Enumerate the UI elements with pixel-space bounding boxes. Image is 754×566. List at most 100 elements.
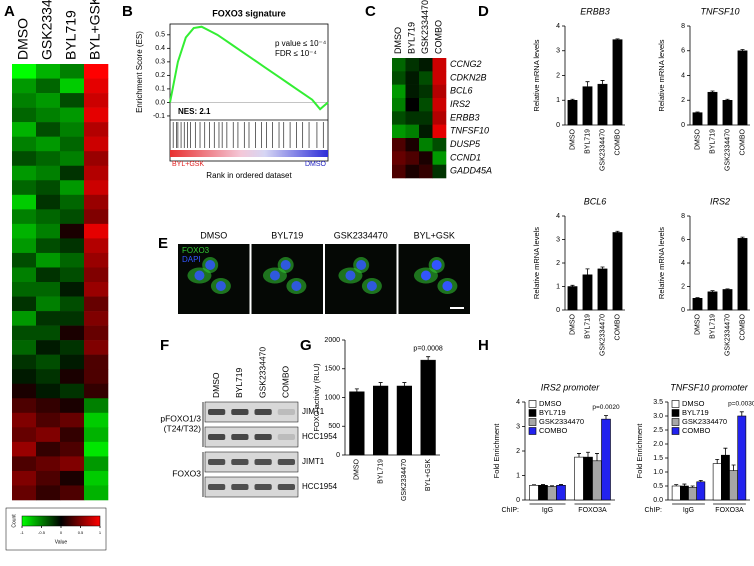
heatmap-cell xyxy=(60,354,85,370)
heatmap-cell xyxy=(405,58,420,72)
band xyxy=(208,459,226,465)
annotation: NES: 2.1 xyxy=(178,107,211,116)
heatmap-cell xyxy=(12,325,37,341)
band xyxy=(277,434,295,440)
column-label: GSK2334470 xyxy=(420,0,430,54)
row-label: CCNG2 xyxy=(450,59,482,69)
heatmap-cell xyxy=(12,427,37,443)
colorbar xyxy=(21,515,101,527)
band xyxy=(254,484,272,490)
heatmap-cell xyxy=(36,412,61,428)
blot-strip xyxy=(204,451,299,473)
bar xyxy=(574,456,584,501)
y-tick-label: 6 xyxy=(681,236,685,243)
heatmap-cell xyxy=(60,369,85,385)
nucleus xyxy=(420,270,431,281)
heatmap-cell xyxy=(405,71,420,85)
y-tick-label: 0.0 xyxy=(653,497,663,504)
heatmap-cell xyxy=(36,383,61,399)
heatmap-cell xyxy=(84,238,109,254)
column-label: BYL719 xyxy=(407,22,417,54)
y-tick-label: 3.0 xyxy=(653,413,663,420)
heatmap-cell xyxy=(60,194,85,210)
heatmap-cell xyxy=(60,252,85,268)
heatmap-cell xyxy=(419,138,433,152)
lane-label: BYL719 xyxy=(234,367,244,398)
bar xyxy=(722,289,733,311)
heatmap-cell xyxy=(36,456,61,472)
cell-line-label: JIMT1 xyxy=(302,407,325,416)
error-bar xyxy=(550,485,554,487)
heatmap-cell xyxy=(36,282,61,297)
column-label: BYL719 xyxy=(63,10,79,60)
heatmap-cell xyxy=(36,136,61,152)
heatmap-cell xyxy=(84,383,109,399)
heatmap-cell xyxy=(84,267,109,283)
heatmap-cell xyxy=(36,470,61,486)
band xyxy=(231,484,249,490)
y-tick-label: 0.2 xyxy=(155,72,165,79)
band xyxy=(231,409,249,415)
heatmap-cell xyxy=(36,296,61,312)
y-tick-label: 1000 xyxy=(324,394,340,401)
heatmap-cell xyxy=(36,93,61,108)
bar xyxy=(729,470,738,501)
blot-strip xyxy=(204,476,299,498)
title: IRS2 xyxy=(710,196,730,206)
x-tick-label: DMSO xyxy=(694,128,701,150)
heatmap-cell xyxy=(60,485,85,501)
micrograph xyxy=(251,244,323,314)
bar xyxy=(737,415,747,501)
error-bar xyxy=(695,297,700,299)
panel-letter: A xyxy=(4,3,15,20)
heatmap-cell xyxy=(60,64,85,79)
error-bar xyxy=(695,111,700,113)
y-tick-label: 1.0 xyxy=(653,469,663,476)
x-tick-label: GSK2334470 xyxy=(599,314,606,356)
heatmap-cell xyxy=(60,151,85,167)
nucleus xyxy=(280,260,291,270)
band xyxy=(277,409,295,415)
bar xyxy=(712,463,722,501)
heatmap-cell xyxy=(60,209,85,225)
heatmap-cell xyxy=(84,122,109,137)
image-label: GSK2334470 xyxy=(334,230,388,240)
x-tick-label: BYL719 xyxy=(709,314,716,339)
panel-letter: E xyxy=(158,235,168,252)
heatmap-cell xyxy=(12,398,37,414)
x-tick-label: FOXO3A xyxy=(578,507,607,514)
error-bar xyxy=(615,230,620,233)
row-label: ERBB3 xyxy=(450,112,480,122)
error-bar xyxy=(682,483,687,486)
heatmap-cell xyxy=(432,151,447,165)
heatmap-cell xyxy=(84,441,109,457)
band xyxy=(277,484,295,490)
annotation: FDR ≤ 10⁻⁴ xyxy=(275,49,317,58)
heatmap-cell xyxy=(12,485,37,501)
heatmap-cell xyxy=(12,78,37,94)
heatmap-cell xyxy=(12,122,37,137)
nucleus xyxy=(366,281,377,291)
row-label: GADD45A xyxy=(450,166,492,176)
heatmap-cell xyxy=(36,64,61,79)
legend-swatch xyxy=(671,418,680,426)
y-axis-label: FOXO activity (RLU) xyxy=(312,363,321,432)
es-curve xyxy=(169,25,329,111)
blot-strip xyxy=(204,401,299,423)
legend-swatch xyxy=(528,427,537,435)
error-bar xyxy=(723,447,728,456)
y-tick-label: 8 xyxy=(681,213,685,220)
row-label: BCL6 xyxy=(450,86,473,96)
x-tick-label: BYL719 xyxy=(709,129,716,154)
heatmap-cell xyxy=(12,369,37,385)
x-tick-label: GSK2334470 xyxy=(724,129,731,171)
y-axis-label: Relative mRNA levels xyxy=(657,39,666,111)
y-axis-label: Fold Enrichment xyxy=(492,423,501,479)
heatmap-cell xyxy=(60,93,85,108)
image-label: BYL+GSK xyxy=(414,230,455,240)
y-tick-label: 2000 xyxy=(324,337,340,344)
y-axis-label: Enrichment Score (ES) xyxy=(135,31,144,113)
heatmap-cell xyxy=(12,194,37,210)
error-bar xyxy=(710,90,715,93)
heatmap-cell xyxy=(419,71,433,85)
